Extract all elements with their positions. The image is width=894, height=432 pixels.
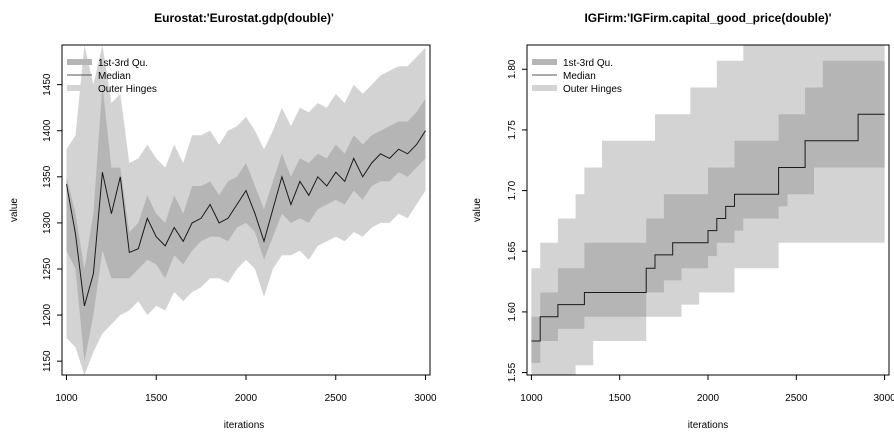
legend: 1st-3rd Qu. Median Outer Hinges — [67, 58, 157, 95]
legend-label: 1st-3rd Qu. — [98, 58, 148, 69]
chart-title: Eurostat:'Eurostat.gdp(double)' — [154, 11, 334, 25]
x-tick-label: 2500 — [325, 393, 348, 404]
y-tick-label: 1.60 — [507, 302, 518, 322]
quartile-area — [531, 60, 885, 363]
y-tick-label: 1150 — [42, 350, 53, 372]
y-axis-label: value — [472, 198, 483, 222]
x-tick-label: 3000 — [414, 393, 437, 404]
y-axis: 1150 1200 1250 1300 1350 1400 1450 — [42, 73, 62, 372]
y-tick-label: 1250 — [42, 257, 53, 280]
y-tick-label: 1.55 — [507, 362, 518, 382]
y-tick-label: 1350 — [42, 165, 53, 188]
x-tick-label: 1000 — [55, 393, 78, 404]
median-line — [531, 113, 885, 342]
legend-label: Median — [98, 71, 131, 82]
y-tick-label: 1.70 — [507, 180, 518, 200]
chart-panel-capital-good-price: IGFirm:'IGFirm.capital_good_price(double… — [472, 11, 894, 431]
x-tick-label: 1500 — [609, 393, 632, 404]
y-tick-label: 1.75 — [507, 120, 518, 140]
x-axis: 1000 1500 2000 2500 3000 — [55, 375, 437, 404]
legend-label: Median — [563, 71, 596, 82]
y-tick-label: 1400 — [42, 119, 53, 142]
legend-label: Outer Hinges — [98, 84, 157, 95]
median-series — [531, 113, 885, 342]
x-axis-label: iterations — [688, 420, 729, 431]
x-tick-label: 1500 — [145, 393, 168, 404]
legend: 1st-3rd Qu. Median Outer Hinges — [532, 58, 622, 95]
x-tick-label: 3000 — [873, 393, 894, 404]
median-line — [66, 130, 426, 307]
y-tick-label: 1.65 — [507, 241, 518, 261]
chart-title: IGFirm:'IGFirm.capital_good_price(double… — [584, 11, 831, 25]
x-tick-label: 2500 — [785, 393, 808, 404]
legend-label: 1st-3rd Qu. — [563, 58, 613, 69]
x-axis-label: iterations — [224, 420, 265, 431]
x-tick-label: 2000 — [235, 393, 258, 404]
y-tick-label: 1300 — [42, 211, 53, 234]
legend-label: Outer Hinges — [563, 84, 622, 95]
y-axis-label: value — [9, 198, 20, 222]
x-tick-label: 1000 — [520, 393, 543, 404]
y-tick-label: 1200 — [42, 304, 53, 327]
x-axis: 1000 1500 2000 2500 3000 — [520, 375, 894, 404]
chart-panel-gdp: Eurostat:'Eurostat.gdp(double)' 1000 1500… — [9, 11, 437, 431]
band-quartiles — [66, 84, 426, 362]
band-quartiles — [531, 60, 885, 363]
quartile-area — [66, 84, 426, 362]
y-tick-label: 1450 — [42, 73, 53, 96]
y-tick-label: 1.80 — [507, 59, 518, 79]
x-tick-label: 2000 — [697, 393, 720, 404]
y-axis: 1.55 1.60 1.65 1.70 1.75 1.80 — [507, 59, 527, 382]
median-series — [66, 130, 426, 307]
